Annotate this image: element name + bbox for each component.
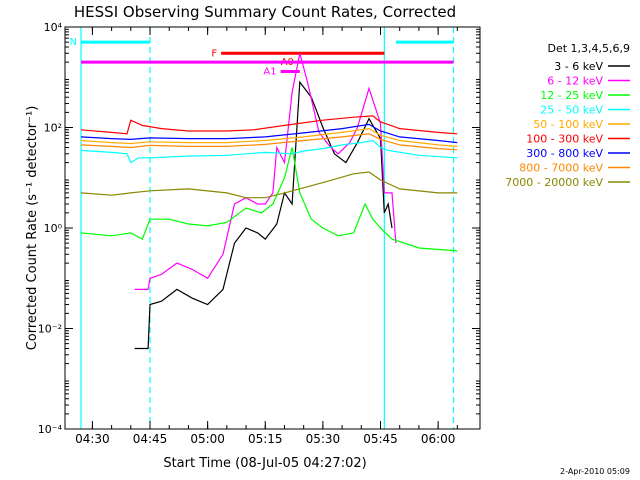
legend-label-8: 800 - 7000 keV	[519, 162, 603, 175]
legend-label-4: 25 - 50 keV	[540, 104, 603, 117]
y-tick-label-1: 10⁴	[44, 21, 63, 34]
y-axis: 10⁴ 10² 10⁰ 10⁻² 10⁻⁴	[38, 21, 480, 436]
legend-label-2: 6 - 12 keV	[547, 75, 603, 88]
legend-title: Det 1,3,4,5,6,9	[547, 42, 630, 55]
plot-area: NFA0A1	[70, 27, 458, 429]
x-tick-label-2: 04:45	[133, 432, 168, 446]
series-line-9	[80, 171, 458, 199]
series-line-6	[80, 115, 458, 135]
state-label-f: F	[211, 48, 217, 59]
plot-frame	[64, 26, 481, 430]
x-axis: 04:30 04:45 05:00 05:15 05:30 05:45 06:00	[75, 27, 458, 446]
state-label-a1: A1	[263, 67, 276, 78]
footer-timestamp: 2-Apr-2010 05:09	[560, 467, 630, 476]
x-tick-label-1: 04:30	[75, 432, 110, 446]
series-line-2	[134, 53, 397, 290]
series-line-8	[80, 133, 458, 151]
series-line-1	[134, 80, 393, 350]
y-tick-label-4: 10⁻²	[38, 323, 62, 336]
x-tick-label-7: 06:00	[421, 432, 456, 446]
legend-label-9: 7000 - 20000 keV	[505, 176, 603, 189]
series-line-7	[80, 123, 458, 144]
legend-label-6: 100 - 300 keV	[526, 133, 603, 146]
y-tick-label-5: 10⁻⁴	[38, 423, 63, 436]
legend-label-7: 300 - 800 keV	[526, 147, 603, 160]
state-label-n: N	[70, 37, 77, 48]
series-line-4	[80, 139, 458, 164]
legend-label-1: 3 - 6 keV	[554, 60, 603, 73]
y-tick-label-2: 10²	[44, 122, 62, 135]
x-tick-label-6: 05:45	[363, 432, 398, 446]
y-tick-label-3: 10⁰	[44, 222, 63, 235]
chart-title: HESSI Observing Summary Count Rates, Cor…	[74, 3, 456, 21]
legend-label-5: 50 - 100 keV	[533, 118, 603, 131]
legend-label-3: 12 - 25 keV	[540, 89, 603, 102]
y-axis-label: Corrected Count Rate (s⁻¹ detector⁻¹)	[25, 106, 40, 351]
x-tick-label-3: 05:00	[190, 432, 225, 446]
x-axis-label: Start Time (08-Jul-05 04:27:02)	[163, 456, 366, 471]
series-line-3	[80, 147, 458, 252]
x-tick-label-4: 05:15	[248, 432, 283, 446]
series-line-5	[80, 127, 458, 147]
x-tick-label-5: 05:30	[306, 432, 341, 446]
